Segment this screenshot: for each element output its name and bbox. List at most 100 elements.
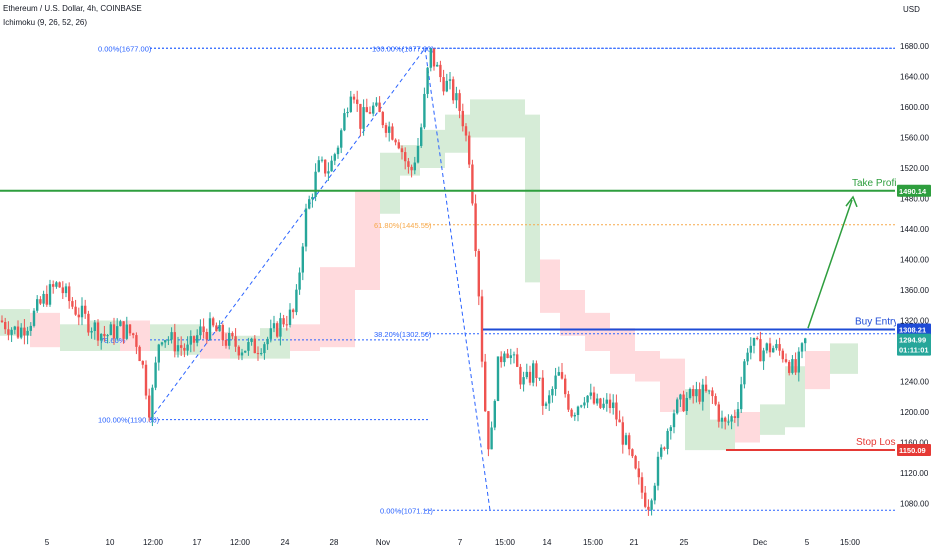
candle-body	[775, 344, 778, 349]
candle-body	[400, 148, 404, 153]
candle-body	[772, 348, 775, 353]
indicator-label: Ichimoku (9, 26, 52, 26)	[3, 18, 88, 27]
candle-body	[506, 353, 509, 359]
candle-body	[746, 352, 749, 362]
cloud-segment	[500, 99, 525, 138]
candle-body	[436, 64, 439, 67]
candle-body	[253, 338, 256, 354]
candle-body	[548, 395, 551, 404]
candle-body	[765, 343, 768, 351]
candle-body	[90, 331, 93, 333]
candle-body	[752, 337, 756, 346]
y-tick-label: 1320.00	[900, 317, 929, 326]
last-price-tag: 1294.99	[899, 336, 926, 345]
candle-body	[13, 326, 16, 330]
candle-body	[423, 93, 426, 128]
candle-body	[186, 344, 189, 351]
candle-body	[596, 398, 599, 404]
candle-body	[317, 160, 320, 172]
candle-body	[519, 366, 522, 385]
candle-body	[263, 344, 266, 354]
candle-body	[144, 364, 148, 396]
candle-body	[404, 152, 407, 162]
candle-body	[416, 145, 420, 163]
candle-body	[487, 411, 490, 450]
candle-body	[794, 359, 797, 373]
candle-body	[717, 404, 720, 422]
candle-body	[160, 342, 164, 345]
candle-body	[647, 506, 650, 510]
candle-body	[298, 272, 301, 290]
fib-trendline	[149, 47, 426, 420]
x-tick-label: Dec	[753, 538, 767, 547]
cloud-segment	[260, 328, 290, 359]
x-tick-label: 12:00	[230, 538, 251, 547]
candle-body	[474, 203, 477, 252]
candle-body	[576, 406, 580, 415]
candle-body	[138, 346, 141, 362]
candle-body	[301, 246, 304, 273]
candle-body	[381, 112, 384, 126]
candle-body	[496, 356, 500, 401]
candle-body	[685, 397, 688, 412]
candle-body	[224, 339, 228, 346]
x-tick-label: 7	[458, 538, 463, 547]
candle-body	[93, 322, 96, 332]
candle-body	[36, 299, 39, 311]
cloud-segment	[540, 259, 560, 313]
ichimoku-cloud	[0, 99, 858, 451]
cloud-segment	[610, 328, 635, 374]
candle-body	[96, 322, 100, 341]
y-tick-label: 1160.00	[900, 439, 929, 448]
candle-body	[279, 318, 282, 337]
candle-body	[45, 293, 48, 305]
x-tick-label: 15:00	[840, 538, 861, 547]
candle-body	[205, 331, 208, 340]
candle-body	[640, 477, 644, 493]
candle-body	[471, 164, 474, 204]
candle-body	[384, 125, 388, 133]
candle-body	[164, 340, 167, 343]
candle-body	[557, 372, 560, 376]
candle-body	[0, 320, 4, 322]
candle-body	[324, 159, 327, 174]
candle-body	[71, 301, 74, 307]
candle-body	[180, 345, 183, 348]
candle-body	[237, 346, 240, 356]
candle-body	[68, 286, 71, 302]
candle-body	[637, 468, 640, 478]
cloud-segment	[685, 389, 710, 451]
candle-body	[52, 284, 55, 287]
candle-body	[84, 305, 87, 314]
candle-body	[599, 398, 602, 408]
candle-body	[375, 102, 378, 106]
candle-body	[720, 417, 724, 422]
candle-body	[468, 135, 471, 165]
candle-body	[756, 337, 759, 340]
candle-body	[528, 371, 532, 383]
candle-body	[692, 389, 695, 397]
candle-body	[247, 342, 250, 351]
candle-body	[116, 326, 119, 339]
candle-body	[570, 409, 573, 417]
y-tick-label: 1640.00	[900, 73, 929, 82]
candle-body	[42, 293, 45, 304]
candle-body	[4, 321, 7, 330]
cloud-segment	[830, 343, 858, 374]
candle-body	[493, 400, 496, 428]
candle-body	[192, 336, 196, 343]
candle-body	[282, 318, 285, 325]
y-tick-label: 1480.00	[900, 195, 929, 204]
candle-body	[781, 350, 784, 360]
candle-body	[624, 435, 628, 445]
y-tick-label: 1400.00	[900, 256, 929, 265]
candle-body	[202, 326, 205, 332]
take-profit-price-tag-bg	[897, 184, 931, 197]
candle-body	[240, 352, 244, 356]
candle-body	[554, 375, 557, 389]
trade-levels: Take Profit Buy Entry Stop Loss	[0, 178, 900, 452]
candle-body	[708, 390, 711, 392]
candle-body	[480, 296, 484, 362]
candle-body	[125, 324, 128, 339]
